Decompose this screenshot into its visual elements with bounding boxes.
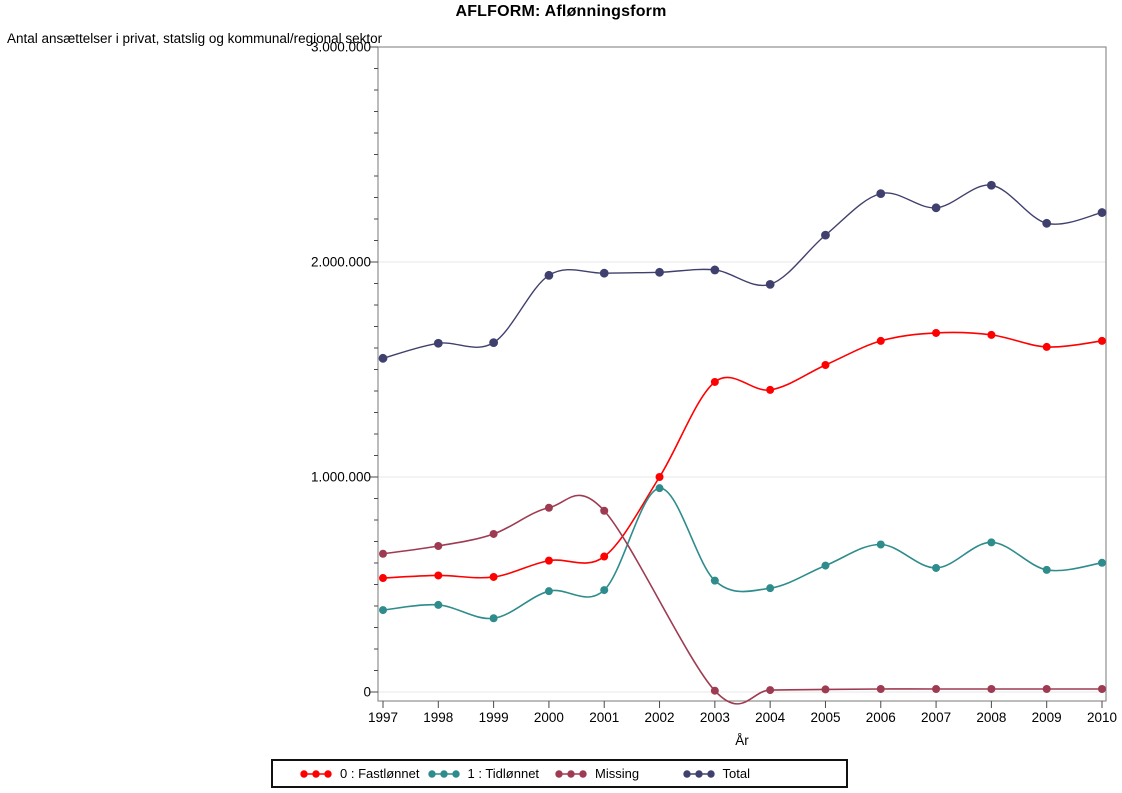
x-tick-label: 2008 bbox=[976, 710, 1006, 725]
y-axis-title: Antal ansættelser i privat, statslig og … bbox=[7, 31, 383, 46]
legend-label: 0 : Fastlønnet bbox=[340, 766, 420, 781]
data-point-tidloennet-1997 bbox=[379, 606, 387, 615]
data-point-tidloennet-2006 bbox=[876, 540, 885, 549]
data-point-total-2006 bbox=[876, 189, 886, 199]
legend-line-marker-icon bbox=[427, 769, 460, 778]
data-point-total-2001 bbox=[599, 268, 609, 278]
data-point-missing-2001 bbox=[600, 506, 609, 515]
y-tick-label: 3.000.000 bbox=[311, 40, 371, 55]
data-point-total-2003 bbox=[710, 265, 720, 275]
x-tick-label: 1999 bbox=[479, 710, 509, 725]
data-point-missing-2000 bbox=[544, 503, 553, 512]
x-tick-label: 2009 bbox=[1032, 710, 1062, 725]
data-point-fastloennet-2005 bbox=[821, 360, 830, 369]
x-tick-label: 2007 bbox=[921, 710, 951, 725]
legend-label: Total bbox=[722, 766, 750, 781]
series-line-total bbox=[382, 184, 1103, 359]
data-point-tidloennet-2007 bbox=[932, 563, 941, 572]
plot-frame bbox=[377, 46, 1107, 702]
data-point-total-2004 bbox=[765, 279, 775, 289]
data-point-fastloennet-2010 bbox=[1098, 336, 1106, 345]
data-point-missing-2006 bbox=[876, 684, 885, 693]
data-point-missing-2007 bbox=[932, 684, 941, 693]
data-point-tidloennet-2008 bbox=[987, 538, 996, 547]
data-point-tidloennet-2010 bbox=[1098, 558, 1106, 567]
y-tick-label: 1.000.000 bbox=[311, 470, 371, 485]
chart-title: AFLFORM: Aflønningsform bbox=[455, 3, 667, 20]
data-point-missing-2003 bbox=[710, 686, 719, 695]
data-point-tidloennet-2002 bbox=[655, 484, 664, 493]
data-point-missing-1998 bbox=[434, 542, 443, 551]
x-tick-label: 1997 bbox=[368, 710, 398, 725]
data-point-total-1998 bbox=[433, 338, 443, 348]
data-point-fastloennet-2008 bbox=[987, 330, 996, 339]
data-point-total-2007 bbox=[931, 203, 941, 213]
series-line-tidloennet bbox=[382, 487, 1103, 620]
legend-line-marker-icon bbox=[555, 769, 587, 778]
x-axis-title: År bbox=[735, 733, 749, 748]
data-point-fastloennet-2007 bbox=[932, 328, 941, 337]
legend-line-marker-icon bbox=[682, 769, 715, 778]
series-line-fastloennet bbox=[382, 331, 1103, 579]
x-tick-label: 1998 bbox=[423, 710, 453, 725]
data-point-total-1997 bbox=[378, 353, 388, 363]
data-point-missing-1997 bbox=[379, 549, 387, 558]
data-point-missing-1999 bbox=[489, 529, 498, 538]
data-point-fastloennet-2000 bbox=[544, 556, 553, 565]
legend-label: 1 : Tidlønnet bbox=[467, 766, 540, 781]
series-line-missing bbox=[382, 494, 1102, 705]
data-point-total-1999 bbox=[489, 338, 499, 348]
data-point-tidloennet-2005 bbox=[821, 561, 830, 570]
data-point-total-2000 bbox=[544, 270, 554, 280]
legend-item-total: Total bbox=[682, 766, 810, 781]
data-point-total-2002 bbox=[655, 267, 664, 277]
x-tick-label: 2002 bbox=[645, 710, 675, 725]
x-tick-label: 2003 bbox=[700, 710, 730, 725]
data-point-tidloennet-2003 bbox=[710, 576, 719, 585]
data-point-total-2008 bbox=[986, 180, 996, 190]
data-point-missing-2004 bbox=[766, 686, 775, 695]
data-point-fastloennet-1998 bbox=[434, 571, 443, 580]
y-tick-label: 2.000.000 bbox=[311, 255, 371, 270]
data-point-missing-2008 bbox=[987, 684, 996, 693]
data-point-fastloennet-1997 bbox=[379, 574, 387, 583]
data-point-tidloennet-2000 bbox=[544, 587, 553, 596]
data-point-tidloennet-1999 bbox=[489, 614, 498, 623]
data-point-tidloennet-2001 bbox=[600, 586, 609, 595]
data-point-fastloennet-2004 bbox=[766, 385, 775, 394]
legend-item-missing: Missing bbox=[554, 766, 682, 781]
x-tick-label: 2005 bbox=[810, 710, 840, 725]
data-point-fastloennet-2006 bbox=[876, 336, 885, 345]
legend-label: Missing bbox=[595, 766, 640, 781]
legend: 0 : Fastlønnet 1 : Tidlønnet Missing Tot… bbox=[271, 759, 848, 788]
x-tick-label: 2004 bbox=[755, 710, 786, 725]
data-point-fastloennet-2003 bbox=[710, 377, 719, 386]
x-tick-label: 2006 bbox=[866, 710, 896, 725]
data-point-total-2010 bbox=[1097, 208, 1107, 217]
data-point-tidloennet-2004 bbox=[766, 584, 775, 593]
legend-line-marker-icon bbox=[300, 769, 332, 778]
data-point-fastloennet-2009 bbox=[1042, 342, 1051, 351]
data-point-total-2009 bbox=[1042, 218, 1052, 228]
data-point-total-2005 bbox=[821, 230, 830, 240]
data-point-fastloennet-2002 bbox=[655, 473, 664, 481]
data-point-tidloennet-2009 bbox=[1042, 565, 1051, 574]
x-tick-label: 2001 bbox=[589, 710, 619, 725]
x-tick-label: 2000 bbox=[534, 710, 564, 725]
data-point-tidloennet-1998 bbox=[434, 600, 443, 609]
data-point-fastloennet-2001 bbox=[600, 552, 609, 561]
legend-item-fastloennet: 0 : Fastlønnet bbox=[299, 766, 427, 781]
data-point-missing-2009 bbox=[1042, 684, 1051, 693]
y-tick-label: 0 bbox=[363, 685, 371, 700]
data-point-missing-2005 bbox=[821, 685, 830, 694]
legend-item-tidloennet: 1 : Tidlønnet bbox=[427, 766, 555, 781]
data-point-missing-2010 bbox=[1098, 684, 1106, 693]
data-point-fastloennet-1999 bbox=[489, 572, 498, 581]
x-tick-label: 2010 bbox=[1087, 710, 1117, 725]
